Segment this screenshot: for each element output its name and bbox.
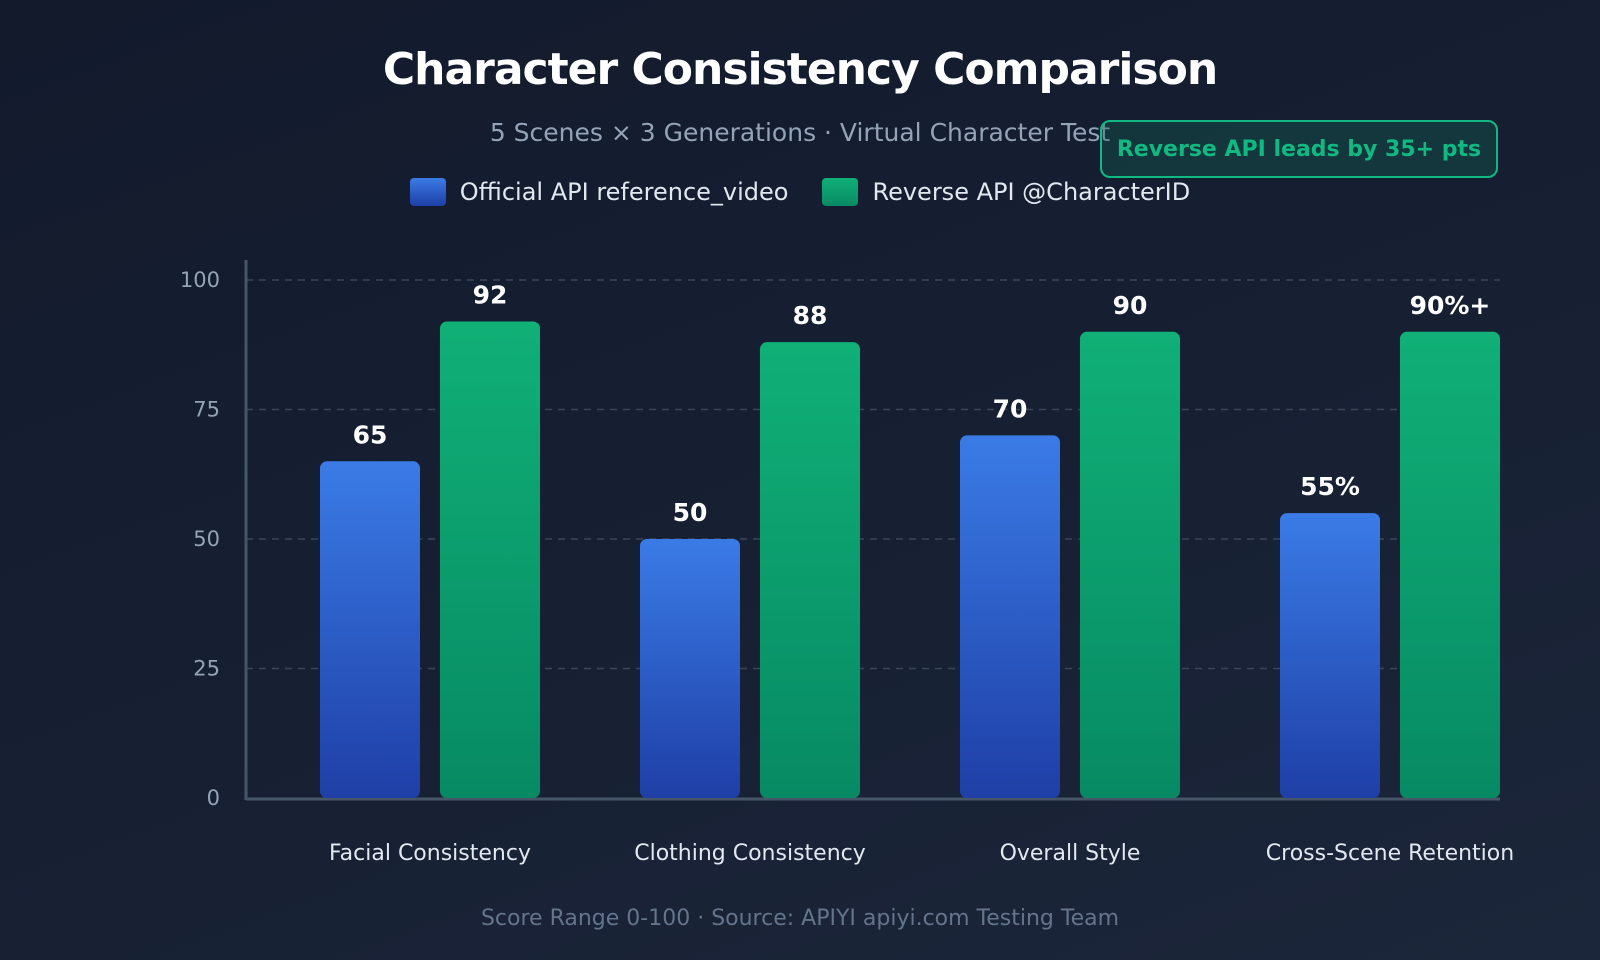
bar-official [1280,513,1380,798]
bar-official [320,461,420,798]
y-tick-label: 50 [193,527,220,551]
x-tick-label: Overall Style [1000,841,1141,866]
x-tick-label: Clothing Consistency [634,841,866,866]
data-label: 92 [473,280,508,309]
y-tick-label: 25 [193,657,220,681]
x-tick-label: Facial Consistency [329,841,531,866]
y-tick-label: 0 [207,786,220,810]
lead-annotation-badge: Reverse API leads by 35+ pts [1100,120,1498,178]
data-label: 70 [993,394,1028,423]
data-label: 88 [793,301,828,330]
bar-official [640,539,740,798]
legend-label: Official API reference_video [459,178,789,206]
legend: Official API reference_video Reverse API… [0,178,1600,206]
y-tick-label: 75 [193,398,220,422]
bar-reverse [1400,331,1500,798]
data-label: 90 [1113,291,1148,320]
legend-swatch-blue [409,178,446,206]
chart-title: Character Consistency Comparison [382,44,1218,95]
legend-swatch-green [822,178,859,206]
chart-subtitle: 5 Scenes × 3 Generations · Virtual Chara… [489,118,1111,147]
chart-footer: Score Range 0-100 · Source: APIYI apiyi.… [480,906,1120,931]
bar-reverse [760,342,860,798]
bar-reverse [440,321,540,798]
y-tick-label: 100 [180,268,220,292]
legend-item-reverse: Reverse API @CharacterID [822,178,1190,206]
bar-official [960,435,1060,798]
data-label: 65 [353,420,388,449]
data-label: 50 [673,498,708,527]
data-label: 55% [1300,472,1360,501]
data-label: 90%+ [1410,291,1491,320]
x-tick-label: Cross-Scene Retention [1266,841,1514,866]
legend-label: Reverse API @CharacterID [872,178,1191,206]
bar-reverse [1080,331,1180,798]
legend-item-official: Official API reference_video [409,178,789,206]
